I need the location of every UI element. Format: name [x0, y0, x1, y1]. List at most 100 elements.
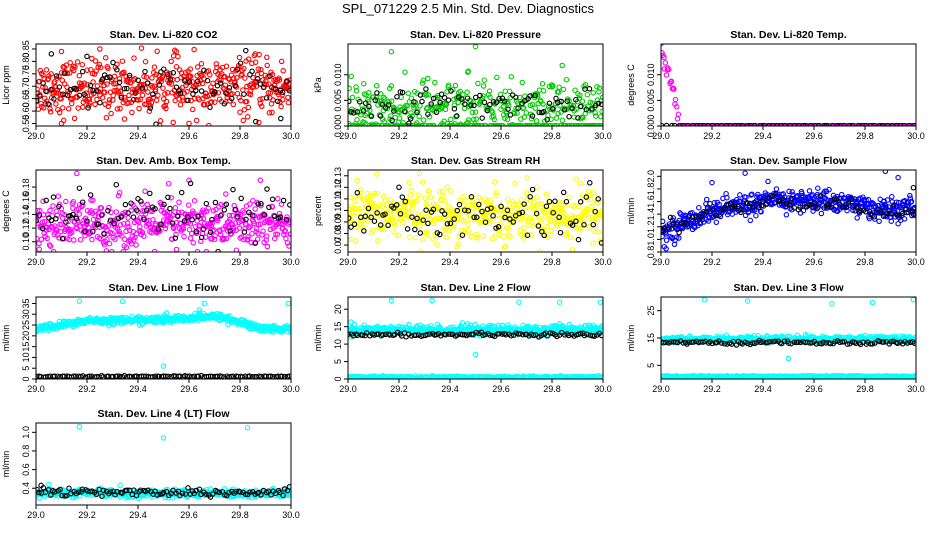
data-point [563, 198, 570, 205]
data-point [249, 68, 255, 75]
data-point [560, 189, 567, 196]
data-point [493, 189, 500, 196]
data-point [90, 228, 96, 235]
data-point [532, 105, 539, 111]
data-point [76, 72, 83, 79]
data-point [882, 170, 889, 175]
data-point [111, 87, 117, 94]
data-point [373, 203, 379, 210]
data-point [197, 223, 203, 229]
data-point [584, 331, 590, 338]
data-point [454, 207, 461, 214]
data-point [871, 216, 878, 222]
data-point [451, 216, 457, 222]
data-point [459, 96, 465, 102]
data-point [571, 202, 577, 209]
data-point [469, 109, 476, 116]
data-point [430, 95, 437, 102]
data-point [139, 201, 145, 207]
data-point [698, 214, 704, 220]
panel-3: Stan. Dev. Li-820 Temp.degrees C29.0 29.2… [626, 29, 925, 141]
data-points [36, 170, 291, 252]
data-point [45, 75, 52, 82]
data-point [663, 72, 670, 78]
data-point [122, 201, 129, 208]
data-point [207, 229, 214, 236]
data-point [348, 236, 355, 243]
data-point [374, 210, 380, 216]
data-point [47, 106, 53, 112]
data-point [502, 115, 508, 122]
data-point [454, 244, 460, 250]
data-point [245, 104, 252, 111]
data-point [228, 95, 235, 102]
y-tick-label: 20 [21, 331, 31, 341]
data-point [417, 103, 423, 109]
data-point [441, 211, 448, 217]
data-point [263, 95, 270, 101]
data-point [710, 206, 716, 213]
data-point [87, 82, 94, 89]
data-point [239, 216, 246, 223]
data-point [358, 187, 365, 193]
data-point [185, 214, 191, 220]
data-point [147, 103, 154, 109]
x-tick-label: 29.2 [78, 384, 96, 394]
data-point [464, 119, 471, 126]
data-point [535, 223, 542, 229]
data-point [131, 55, 137, 61]
data-point [53, 73, 60, 79]
data-point [696, 204, 702, 211]
data-point [286, 324, 291, 330]
data-point [223, 191, 229, 197]
data-point [181, 90, 187, 96]
data-point [126, 224, 132, 230]
data-point [476, 201, 482, 208]
data-point [169, 236, 175, 242]
data-point [507, 216, 513, 222]
data-point [400, 120, 407, 126]
data-point [152, 373, 159, 379]
data-point [279, 373, 285, 379]
data-point [446, 331, 452, 337]
data-points [36, 45, 291, 126]
data-point [61, 373, 68, 379]
data-point [201, 102, 208, 108]
x-tick-label: 29.2 [390, 257, 408, 267]
data-point [555, 99, 561, 106]
data-point [727, 200, 734, 207]
data-point [114, 67, 120, 73]
data-point [367, 193, 373, 199]
data-point [510, 219, 517, 225]
data-point [857, 207, 864, 214]
data-point [437, 99, 443, 106]
data-point [349, 94, 356, 101]
data-point [442, 198, 448, 204]
data-point [153, 71, 160, 78]
data-point [420, 236, 426, 243]
data-point [100, 223, 106, 230]
data-point [496, 330, 502, 337]
data-point [86, 102, 92, 109]
data-point [250, 213, 256, 219]
data-point [426, 189, 433, 195]
data-point [55, 232, 61, 238]
data-point [163, 373, 169, 379]
data-point [44, 235, 50, 242]
data-point [77, 237, 84, 243]
data-point [502, 214, 508, 221]
data-point [198, 234, 205, 241]
data-point [123, 244, 130, 251]
plot-frame [660, 169, 917, 253]
data-point [63, 62, 70, 68]
data-point [524, 175, 530, 181]
data-point [724, 194, 730, 201]
y-tick-label: 1.8 [646, 183, 656, 196]
data-point [125, 215, 131, 221]
data-point [354, 117, 360, 123]
data-point [387, 208, 394, 214]
data-point [170, 225, 177, 232]
data-point [461, 207, 468, 213]
data-point [93, 87, 100, 94]
data-point [482, 219, 489, 225]
